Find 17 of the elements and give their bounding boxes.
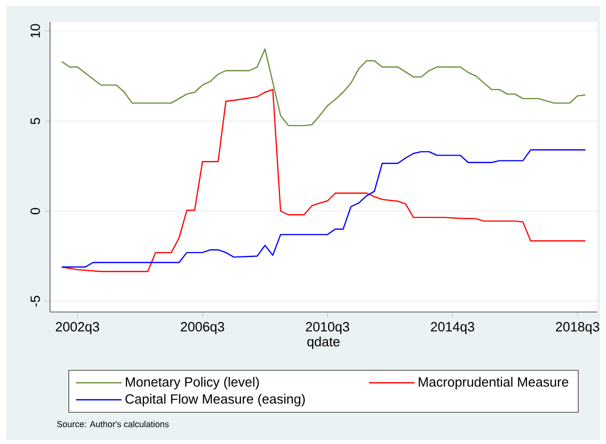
y-tick-label: 0 <box>30 208 40 214</box>
legend-label: Capital Flow Measure (easing) <box>126 394 305 406</box>
y-tick-label: 5 <box>30 118 40 124</box>
x-tick-label: 2014q3 <box>430 322 474 334</box>
x-tick-label: 2010q3 <box>306 322 350 334</box>
line-series <box>61 88 586 272</box>
x-tick-label: 2002q3 <box>56 322 100 334</box>
source-note: Source: Author's calculations <box>57 420 169 428</box>
x-axis-title: qdate <box>307 336 340 350</box>
legend-label: Monetary Policy (level) <box>126 376 259 390</box>
legend-label: Macroprudential Measure <box>418 376 568 390</box>
line-series <box>61 48 586 126</box>
y-tick-label: 10 <box>30 24 40 38</box>
y-tick-label: -5 <box>30 296 40 307</box>
x-tick-label: 2018q3 <box>556 322 600 334</box>
x-tick-label: 2006q3 <box>180 322 224 334</box>
line-series <box>61 149 586 268</box>
